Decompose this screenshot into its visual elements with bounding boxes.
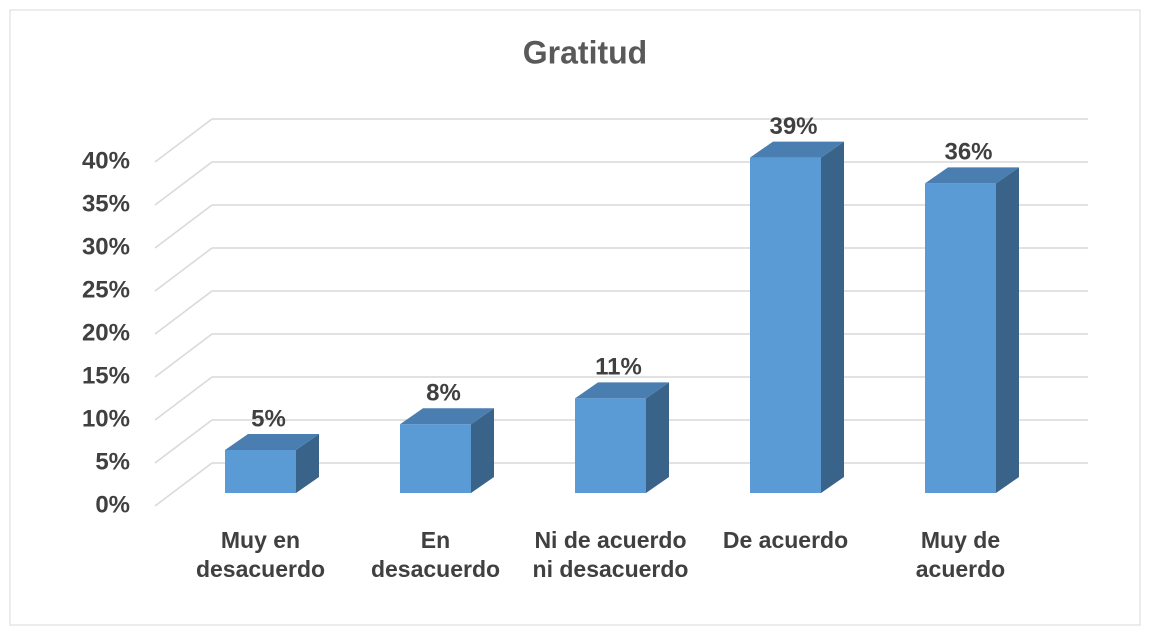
y-tick-label: 30%: [82, 233, 130, 260]
x-tick-label: En desacuerdo: [370, 527, 501, 582]
bar-top: [750, 141, 844, 158]
x-tick-label: Muy en desacuerdo: [195, 527, 326, 582]
data-label: 39%: [769, 113, 817, 140]
grid-line: [154, 462, 213, 507]
data-label: 5%: [251, 405, 286, 432]
grid-line: [154, 161, 213, 206]
data-label: 36%: [944, 139, 992, 166]
y-tick-label: 5%: [95, 448, 130, 475]
y-tick-label: 20%: [82, 319, 130, 346]
bar-top: [400, 408, 494, 425]
chart-border: [9, 9, 1141, 626]
grid-line: [154, 376, 213, 421]
grid-line: [154, 247, 213, 292]
grid-line: [154, 419, 213, 464]
grid-line: [154, 333, 213, 378]
y-tick-label: 0%: [95, 491, 130, 518]
grid-line: [154, 290, 213, 335]
y-tick-label: 35%: [82, 190, 130, 217]
chart-title: Gratitud: [523, 34, 647, 70]
x-tick-label: Ni de acuerdo ni desacuerdo: [532, 527, 689, 582]
grid-line: [154, 118, 213, 163]
y-tick-label: 25%: [82, 276, 130, 303]
bar-side: [646, 382, 669, 493]
x-tick-label: De acuerdo: [722, 527, 849, 553]
bar-top: [575, 382, 669, 399]
bar: [400, 424, 471, 493]
grid-line: [154, 204, 213, 249]
bar: [750, 157, 821, 493]
bar-side: [296, 434, 319, 493]
data-label: 8%: [426, 380, 461, 407]
data-label: 11%: [595, 354, 642, 381]
bar-top: [225, 434, 319, 450]
y-tick-label: 15%: [82, 362, 130, 389]
x-tick-label: Muy de acuerdo: [915, 527, 1006, 582]
bar: [925, 183, 996, 493]
bar-top: [925, 167, 1019, 184]
bar: [575, 398, 646, 493]
bar-side: [821, 141, 844, 493]
y-tick-label: 40%: [82, 147, 130, 174]
y-tick-label: 10%: [82, 405, 130, 432]
bar-side: [996, 167, 1019, 493]
bar: [225, 450, 296, 493]
bar-side: [471, 408, 494, 493]
